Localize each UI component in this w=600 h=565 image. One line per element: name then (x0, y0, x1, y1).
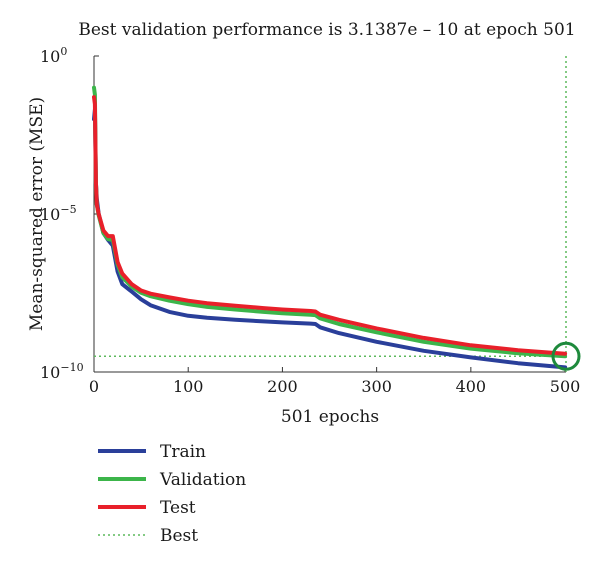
x-axis-label: 501 epochs (281, 407, 379, 427)
x-tick-label: 400 (456, 377, 487, 396)
y-tick-exponent: −5 (60, 203, 76, 216)
series-lines (92, 85, 568, 370)
legend-label-test: Test (160, 498, 196, 518)
best-lines (94, 56, 567, 372)
plot-area (93, 56, 566, 373)
y-tick-base: 10 (40, 363, 60, 382)
legend-label-train: Train (160, 442, 206, 462)
series-line-test (92, 95, 568, 356)
x-ticks: 0 100 200 300 400 500 (89, 367, 580, 396)
y-tick-label: 10−10 (40, 361, 84, 382)
y-tick-exponent: −10 (60, 361, 83, 374)
x-tick-label: 100 (173, 377, 204, 396)
y-axis-label: Mean-squared error (MSE) (27, 97, 47, 331)
best-marker (551, 341, 581, 371)
x-tick-label: 300 (361, 377, 392, 396)
x-tick-label: 500 (550, 377, 581, 396)
x-tick-label: 0 (89, 377, 99, 396)
y-tick-label: 10−5 (40, 203, 77, 224)
legend-label-validation: Validation (159, 470, 246, 490)
y-tick-base: 10 (40, 47, 60, 66)
legend-label-best: Best (160, 526, 198, 546)
chart-title: Best validation performance is 3.1387e –… (78, 20, 575, 40)
x-tick-label: 200 (267, 377, 298, 396)
y-tick-base: 10 (40, 205, 60, 224)
series-line-train (92, 107, 568, 370)
y-tick-exponent: 0 (60, 45, 67, 58)
y-tick-label: 100 (40, 45, 67, 66)
legend: Train Validation Test Best (98, 442, 246, 546)
best-marker-group (551, 341, 581, 371)
